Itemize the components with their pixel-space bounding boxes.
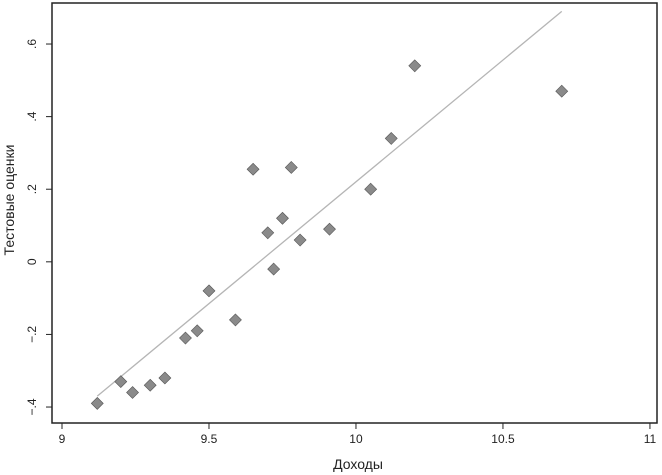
x-tick-label: 10 (349, 432, 363, 446)
data-point (126, 386, 139, 399)
data-point (158, 371, 172, 385)
y-tick-label: −.4 (25, 398, 39, 415)
plot-frame (51, 2, 658, 424)
x-tick-label: 9.5 (201, 432, 218, 446)
data-point (323, 222, 336, 236)
data-point (384, 131, 398, 145)
x-tick-label: 9 (59, 432, 66, 446)
data-point (229, 313, 242, 327)
data-point (202, 284, 216, 298)
data-point (364, 182, 378, 196)
y-tick-label: .2 (25, 184, 39, 194)
y-tick-label: .4 (25, 111, 39, 121)
data-point (408, 59, 422, 73)
data-point (90, 396, 104, 410)
x-axis-label: Доходы (333, 456, 383, 472)
data-point (143, 378, 157, 392)
data-point (267, 262, 281, 276)
fit-line (96, 10, 563, 397)
data-point (261, 226, 275, 240)
data-point (190, 324, 204, 338)
data-point (555, 84, 569, 98)
y-tick-label: 0 (25, 258, 39, 265)
data-point (114, 375, 128, 389)
y-axis-label: Тестовые оценки (1, 145, 17, 256)
data-point (246, 162, 260, 176)
data-point (293, 233, 307, 247)
y-tick-label: −.2 (25, 326, 39, 343)
y-tick-label: .6 (25, 39, 39, 49)
x-tick-label: 11 (644, 432, 657, 446)
data-point (179, 331, 192, 345)
data-point (276, 211, 289, 225)
data-point (284, 161, 298, 174)
x-tick-label: 10.5 (491, 432, 515, 446)
